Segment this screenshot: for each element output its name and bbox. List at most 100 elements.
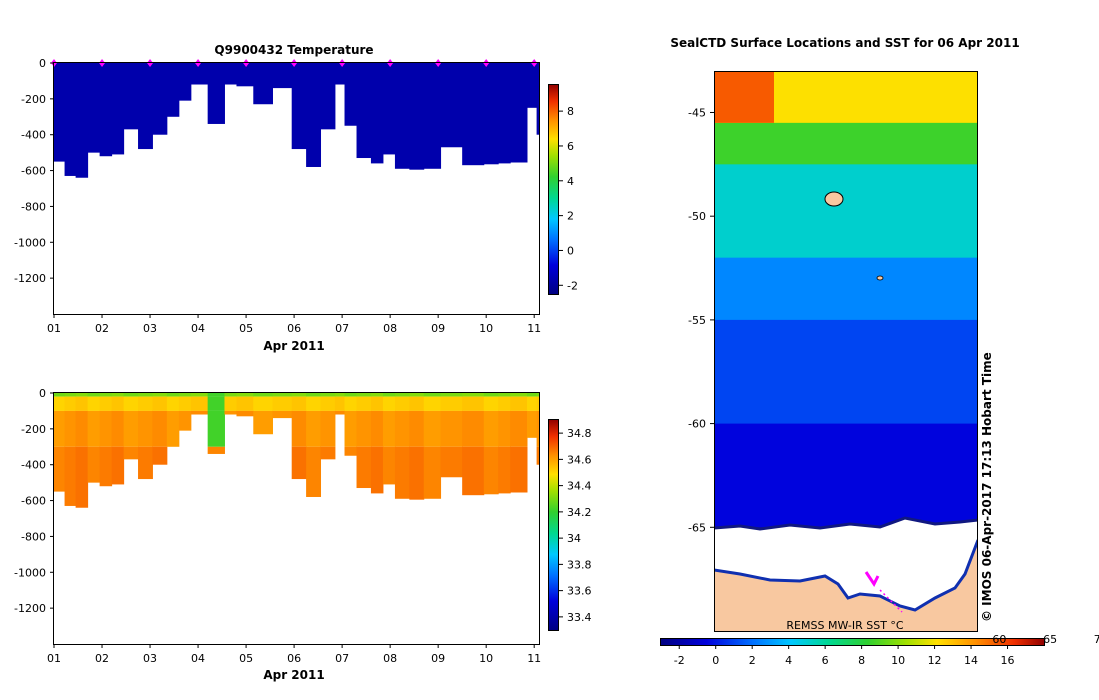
- x-tick-label: 02: [95, 652, 109, 665]
- y-tick-label: -800: [21, 200, 46, 213]
- salinity-cell: [440, 393, 463, 397]
- antarctica-land: [714, 540, 978, 631]
- salinity-cell: [423, 393, 442, 397]
- x-tick-label: 01: [47, 322, 61, 335]
- salinity-cell: [152, 393, 168, 397]
- salinity-cell: [272, 410, 293, 419]
- salinity-cell: [123, 396, 139, 411]
- salinity-cell: [138, 410, 153, 447]
- salinity-cell: [409, 393, 425, 397]
- salinity-cell: [306, 396, 322, 411]
- salinity-cell: [320, 396, 336, 411]
- salinity-cell: [54, 446, 66, 492]
- salinity-cell: [87, 396, 101, 411]
- temperature-cell: [510, 63, 528, 163]
- salinity-cell: [190, 393, 209, 397]
- map-y-tick-label: -50: [688, 210, 706, 223]
- salinity-cell: [498, 396, 511, 411]
- salinity-cell: [291, 393, 307, 397]
- salinity-cell: [409, 396, 425, 411]
- sst-fahrenheit-label: 65: [1043, 633, 1057, 646]
- salinity-cell: [272, 396, 293, 411]
- salinity-cell: [462, 393, 485, 397]
- salinity-cell: [536, 410, 540, 447]
- salinity-cell: [272, 393, 293, 397]
- sst-map: REMSS MW-IR SST °C: [714, 71, 978, 631]
- salinity-cell: [356, 393, 372, 397]
- colorbar-tick-label: 2: [567, 210, 574, 223]
- map-y-tick-label: -45: [688, 106, 706, 119]
- credit-label: © IMOS 06-Apr-2017 17:13 Hobart Time: [980, 352, 994, 622]
- temperature-cells: [54, 63, 540, 178]
- salinity-cell: [54, 396, 66, 411]
- salinity-cell: [370, 396, 384, 411]
- salinity-cell: [510, 396, 528, 411]
- temperature-cell: [272, 63, 293, 89]
- temperature-cell: [54, 63, 66, 162]
- salinity-cell: [207, 410, 225, 447]
- y-tick-label: -1000: [14, 236, 46, 249]
- salinity-cell: [320, 410, 336, 447]
- salinity-cell: [356, 396, 372, 411]
- seal-track-dots: [879, 589, 903, 613]
- salinity-cell: [394, 396, 410, 411]
- y-tick-label: 0: [39, 387, 46, 400]
- temperature-cell: [207, 63, 225, 124]
- salinity-cell: [370, 393, 384, 397]
- sst-bands: [714, 71, 978, 532]
- salinity-cell: [111, 396, 125, 411]
- sst-band: [714, 122, 978, 165]
- salinity-cell: [123, 410, 139, 447]
- salinity-cell: [483, 410, 499, 447]
- sst-colorbar-tick-label: 6: [822, 654, 829, 667]
- salinity-cell: [111, 410, 125, 447]
- salinity-cell: [370, 410, 384, 447]
- sst-colorbar-tick-label: 0: [712, 654, 719, 667]
- temperature-cell: [224, 63, 237, 85]
- salinity-cell: [409, 446, 425, 500]
- x-tick-label: 06: [287, 322, 301, 335]
- salinity-cell: [64, 410, 77, 447]
- salinity-cell: [224, 396, 237, 411]
- temperature-x-axis: 01 02 03 04 05 06 07 08 09 10 11: [47, 314, 541, 335]
- salinity-cell: [423, 446, 442, 499]
- salinity-cell: [190, 410, 209, 415]
- salinity-cell: [334, 396, 346, 411]
- salinity-cell: [536, 393, 540, 397]
- salinity-cell: [356, 410, 372, 447]
- salinity-cell: [483, 446, 499, 495]
- x-tick-label: 08: [383, 322, 397, 335]
- x-tick-label: 02: [95, 322, 109, 335]
- salinity-cell: [75, 446, 89, 508]
- temperature-cell: [291, 63, 307, 150]
- salinity-cell: [87, 446, 101, 483]
- salinity-cell: [99, 446, 113, 487]
- salinity-cell: [526, 410, 538, 438]
- y-tick-label: -400: [21, 459, 46, 472]
- salinity-cell: [526, 396, 538, 411]
- y-tick-label: -200: [21, 93, 46, 106]
- colorbar-tick-label: 34.8: [567, 427, 592, 440]
- salinity-cell: [291, 396, 307, 411]
- salinity-cell: [166, 393, 180, 397]
- salinity-cell: [440, 396, 463, 411]
- salinity-cell: [224, 410, 237, 415]
- salinity-cell: [87, 410, 101, 447]
- x-tick-label: 10: [479, 652, 493, 665]
- sst-band: [714, 257, 978, 321]
- salinity-cell: [344, 410, 358, 447]
- sst-band: [714, 423, 978, 528]
- temperature-cell: [123, 63, 139, 130]
- salinity-cell: [409, 410, 425, 447]
- temperature-cell: [409, 63, 425, 170]
- salinity-cell: [111, 393, 125, 397]
- salinity-cell: [394, 393, 410, 397]
- salinity-cell: [462, 446, 485, 496]
- salinity-cell: [306, 393, 322, 397]
- colorbar-tick-label: 34: [567, 532, 581, 545]
- sst-warm-patch: [714, 71, 774, 123]
- salinity-cell: [75, 410, 89, 447]
- sst-colorbar-ramp: [660, 638, 1045, 646]
- salinity-cell: [423, 396, 442, 411]
- sst-band: [714, 319, 978, 425]
